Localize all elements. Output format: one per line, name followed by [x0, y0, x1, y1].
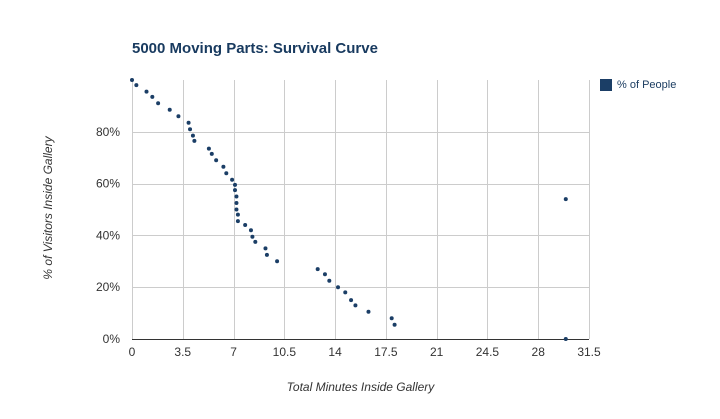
- data-point: [353, 303, 358, 308]
- y-tick-label: 0%: [103, 332, 121, 346]
- data-point: [167, 107, 172, 112]
- data-point: [392, 322, 397, 327]
- chart-title: 5000 Moving Parts: Survival Curve: [132, 40, 378, 57]
- data-point: [156, 101, 161, 106]
- x-tick-label: 0: [129, 345, 136, 359]
- data-point: [235, 212, 240, 217]
- y-tick-label: 40%: [96, 228, 120, 242]
- data-point: [243, 223, 248, 228]
- data-point: [214, 158, 219, 163]
- data-point: [221, 164, 226, 169]
- x-tick-label: 28: [532, 345, 546, 359]
- x-axis-label: Total Minutes Inside Gallery: [286, 380, 435, 394]
- data-point: [264, 252, 269, 257]
- legend-swatch: [600, 79, 612, 91]
- data-point: [275, 259, 280, 264]
- data-point: [144, 89, 149, 94]
- x-tick-label: 7: [230, 345, 237, 359]
- data-point: [366, 309, 371, 314]
- data-point: [234, 194, 239, 199]
- data-point: [206, 146, 211, 151]
- data-point: [248, 228, 253, 233]
- data-point: [234, 201, 239, 206]
- data-point: [224, 171, 229, 176]
- data-point: [349, 298, 354, 303]
- data-point: [176, 114, 181, 119]
- data-point: [253, 239, 258, 244]
- x-tick-label: 10.5: [273, 345, 297, 359]
- legend: % of People: [600, 79, 676, 91]
- data-point: [233, 182, 238, 187]
- data-point: [315, 267, 320, 272]
- data-point: [327, 278, 332, 283]
- data-point: [186, 120, 191, 125]
- data-point: [230, 177, 235, 182]
- data-point: [389, 316, 394, 321]
- data-point: [150, 94, 155, 99]
- x-tick-label: 14: [328, 345, 342, 359]
- data-point: [190, 133, 195, 138]
- data-point: [188, 127, 193, 132]
- legend-label: % of People: [617, 79, 677, 91]
- y-tick-label: 60%: [96, 177, 120, 191]
- data-point: [235, 219, 240, 224]
- x-tick-label: 3.5: [174, 345, 191, 359]
- x-tick-label: 21: [430, 345, 444, 359]
- y-tick-label: 20%: [96, 280, 120, 294]
- data-point: [563, 337, 568, 341]
- data-point: [192, 138, 197, 143]
- x-tick-label: 17.5: [374, 345, 398, 359]
- y-tick-label: 80%: [96, 125, 120, 139]
- data-point: [234, 207, 239, 212]
- data-point: [563, 197, 568, 202]
- y-axis-label: % of Visitors Inside Gallery: [41, 136, 55, 280]
- data-point: [343, 290, 348, 295]
- x-tick-label: 24.5: [476, 345, 500, 359]
- data-point: [322, 272, 327, 277]
- data-point: [263, 246, 268, 251]
- data-point: [130, 78, 134, 82]
- data-point: [134, 83, 139, 88]
- data-point: [209, 151, 214, 156]
- data-point: [250, 234, 255, 239]
- x-tick-label: 31.5: [577, 345, 601, 359]
- data-point: [233, 188, 238, 193]
- data-point: [336, 285, 341, 290]
